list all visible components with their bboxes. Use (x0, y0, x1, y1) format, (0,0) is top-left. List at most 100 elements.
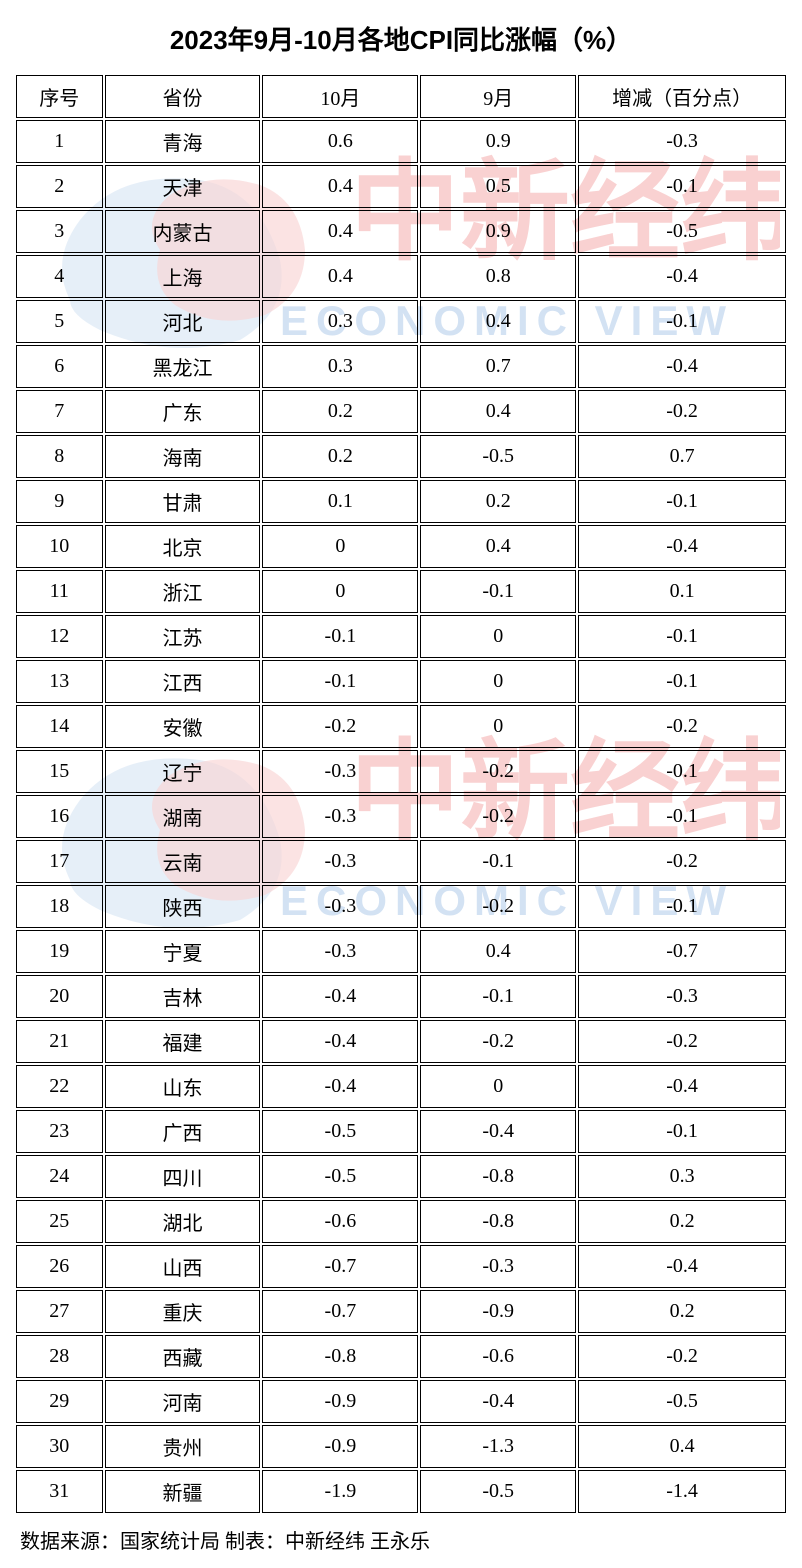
cell-october: 0.2 (262, 435, 418, 478)
cell-seq: 18 (16, 885, 103, 928)
cpi-table: 序号 省份 10月 9月 增减（百分点） 1青海0.60.9-0.32天津0.4… (14, 73, 788, 1515)
cell-difference: -0.5 (578, 210, 786, 253)
cell-september: -0.4 (420, 1380, 576, 1423)
cell-october: 0.2 (262, 390, 418, 433)
cell-september: 0.9 (420, 210, 576, 253)
cell-september: 0.4 (420, 525, 576, 568)
cell-province: 西藏 (105, 1335, 261, 1378)
cell-september: -0.1 (420, 840, 576, 883)
table-title: 2023年9月-10月各地CPI同比涨幅（%） (14, 20, 788, 57)
table-row: 2天津0.40.5-0.1 (16, 165, 786, 208)
table-row: 25湖北-0.6-0.80.2 (16, 1200, 786, 1243)
cell-october: 0.3 (262, 345, 418, 388)
table-row: 26山西-0.7-0.3-0.4 (16, 1245, 786, 1288)
cell-seq: 2 (16, 165, 103, 208)
cell-province: 新疆 (105, 1470, 261, 1513)
table-row: 13江西-0.10-0.1 (16, 660, 786, 703)
cell-october: -1.9 (262, 1470, 418, 1513)
cell-september: 0 (420, 660, 576, 703)
cell-seq: 1 (16, 120, 103, 163)
cell-difference: -0.1 (578, 750, 786, 793)
table-row: 8海南0.2-0.50.7 (16, 435, 786, 478)
cell-difference: -0.2 (578, 1020, 786, 1063)
table-row: 18陕西-0.3-0.2-0.1 (16, 885, 786, 928)
cell-difference: -0.1 (578, 300, 786, 343)
table-row: 15辽宁-0.3-0.2-0.1 (16, 750, 786, 793)
cell-province: 北京 (105, 525, 261, 568)
cell-difference: -0.4 (578, 345, 786, 388)
cell-october: -0.5 (262, 1110, 418, 1153)
cell-october: 0 (262, 570, 418, 613)
cell-province: 江西 (105, 660, 261, 703)
cell-seq: 26 (16, 1245, 103, 1288)
cell-october: -0.7 (262, 1290, 418, 1333)
cell-province: 河南 (105, 1380, 261, 1423)
cell-province: 江苏 (105, 615, 261, 658)
cell-seq: 4 (16, 255, 103, 298)
cell-seq: 14 (16, 705, 103, 748)
table-row: 20吉林-0.4-0.1-0.3 (16, 975, 786, 1018)
cell-october: -0.7 (262, 1245, 418, 1288)
cell-seq: 9 (16, 480, 103, 523)
cell-difference: -0.1 (578, 1110, 786, 1153)
table-footer-source: 数据来源：国家统计局 制表：中新经纬 王永乐 (14, 1525, 788, 1554)
header-seq: 序号 (16, 75, 103, 118)
cell-province: 河北 (105, 300, 261, 343)
cell-difference: -0.2 (578, 390, 786, 433)
cell-difference: -0.4 (578, 255, 786, 298)
cell-province: 广西 (105, 1110, 261, 1153)
cell-difference: -0.3 (578, 975, 786, 1018)
cell-september: -0.1 (420, 570, 576, 613)
cell-difference: 0.4 (578, 1425, 786, 1468)
cell-september: -0.5 (420, 435, 576, 478)
cell-seq: 12 (16, 615, 103, 658)
cell-september: -0.8 (420, 1200, 576, 1243)
table-row: 27重庆-0.7-0.90.2 (16, 1290, 786, 1333)
cell-seq: 5 (16, 300, 103, 343)
cell-province: 上海 (105, 255, 261, 298)
table-row: 31新疆-1.9-0.5-1.4 (16, 1470, 786, 1513)
cell-october: -0.4 (262, 1065, 418, 1108)
cell-difference: -0.1 (578, 615, 786, 658)
cell-seq: 20 (16, 975, 103, 1018)
cell-september: 0.9 (420, 120, 576, 163)
cell-september: -0.1 (420, 975, 576, 1018)
cell-seq: 25 (16, 1200, 103, 1243)
cell-september: -1.3 (420, 1425, 576, 1468)
table-row: 23广西-0.5-0.4-0.1 (16, 1110, 786, 1153)
cell-october: 0.3 (262, 300, 418, 343)
cell-october: 0.4 (262, 210, 418, 253)
table-row: 6黑龙江0.30.7-0.4 (16, 345, 786, 388)
cell-september: 0.2 (420, 480, 576, 523)
cell-province: 湖南 (105, 795, 261, 838)
cell-october: -0.5 (262, 1155, 418, 1198)
table-row: 10北京00.4-0.4 (16, 525, 786, 568)
cell-september: -0.8 (420, 1155, 576, 1198)
cell-seq: 19 (16, 930, 103, 973)
cell-october: -0.2 (262, 705, 418, 748)
cell-seq: 3 (16, 210, 103, 253)
cell-difference: -0.4 (578, 1245, 786, 1288)
cell-september: -0.2 (420, 750, 576, 793)
cell-province: 广东 (105, 390, 261, 433)
cell-october: -0.8 (262, 1335, 418, 1378)
cell-october: -0.6 (262, 1200, 418, 1243)
cell-september: -0.5 (420, 1470, 576, 1513)
cell-difference: -0.2 (578, 705, 786, 748)
cell-september: 0.4 (420, 390, 576, 433)
cell-province: 天津 (105, 165, 261, 208)
cell-difference: -0.5 (578, 1380, 786, 1423)
cell-october: 0.1 (262, 480, 418, 523)
cell-october: -0.3 (262, 795, 418, 838)
cell-september: 0.5 (420, 165, 576, 208)
cell-october: -0.1 (262, 615, 418, 658)
cell-october: -0.3 (262, 840, 418, 883)
cell-seq: 8 (16, 435, 103, 478)
cell-september: -0.2 (420, 885, 576, 928)
cell-province: 辽宁 (105, 750, 261, 793)
table-header-row: 序号 省份 10月 9月 增减（百分点） (16, 75, 786, 118)
cell-province: 贵州 (105, 1425, 261, 1468)
table-row: 19宁夏-0.30.4-0.7 (16, 930, 786, 973)
table-row: 1青海0.60.9-0.3 (16, 120, 786, 163)
cell-province: 宁夏 (105, 930, 261, 973)
